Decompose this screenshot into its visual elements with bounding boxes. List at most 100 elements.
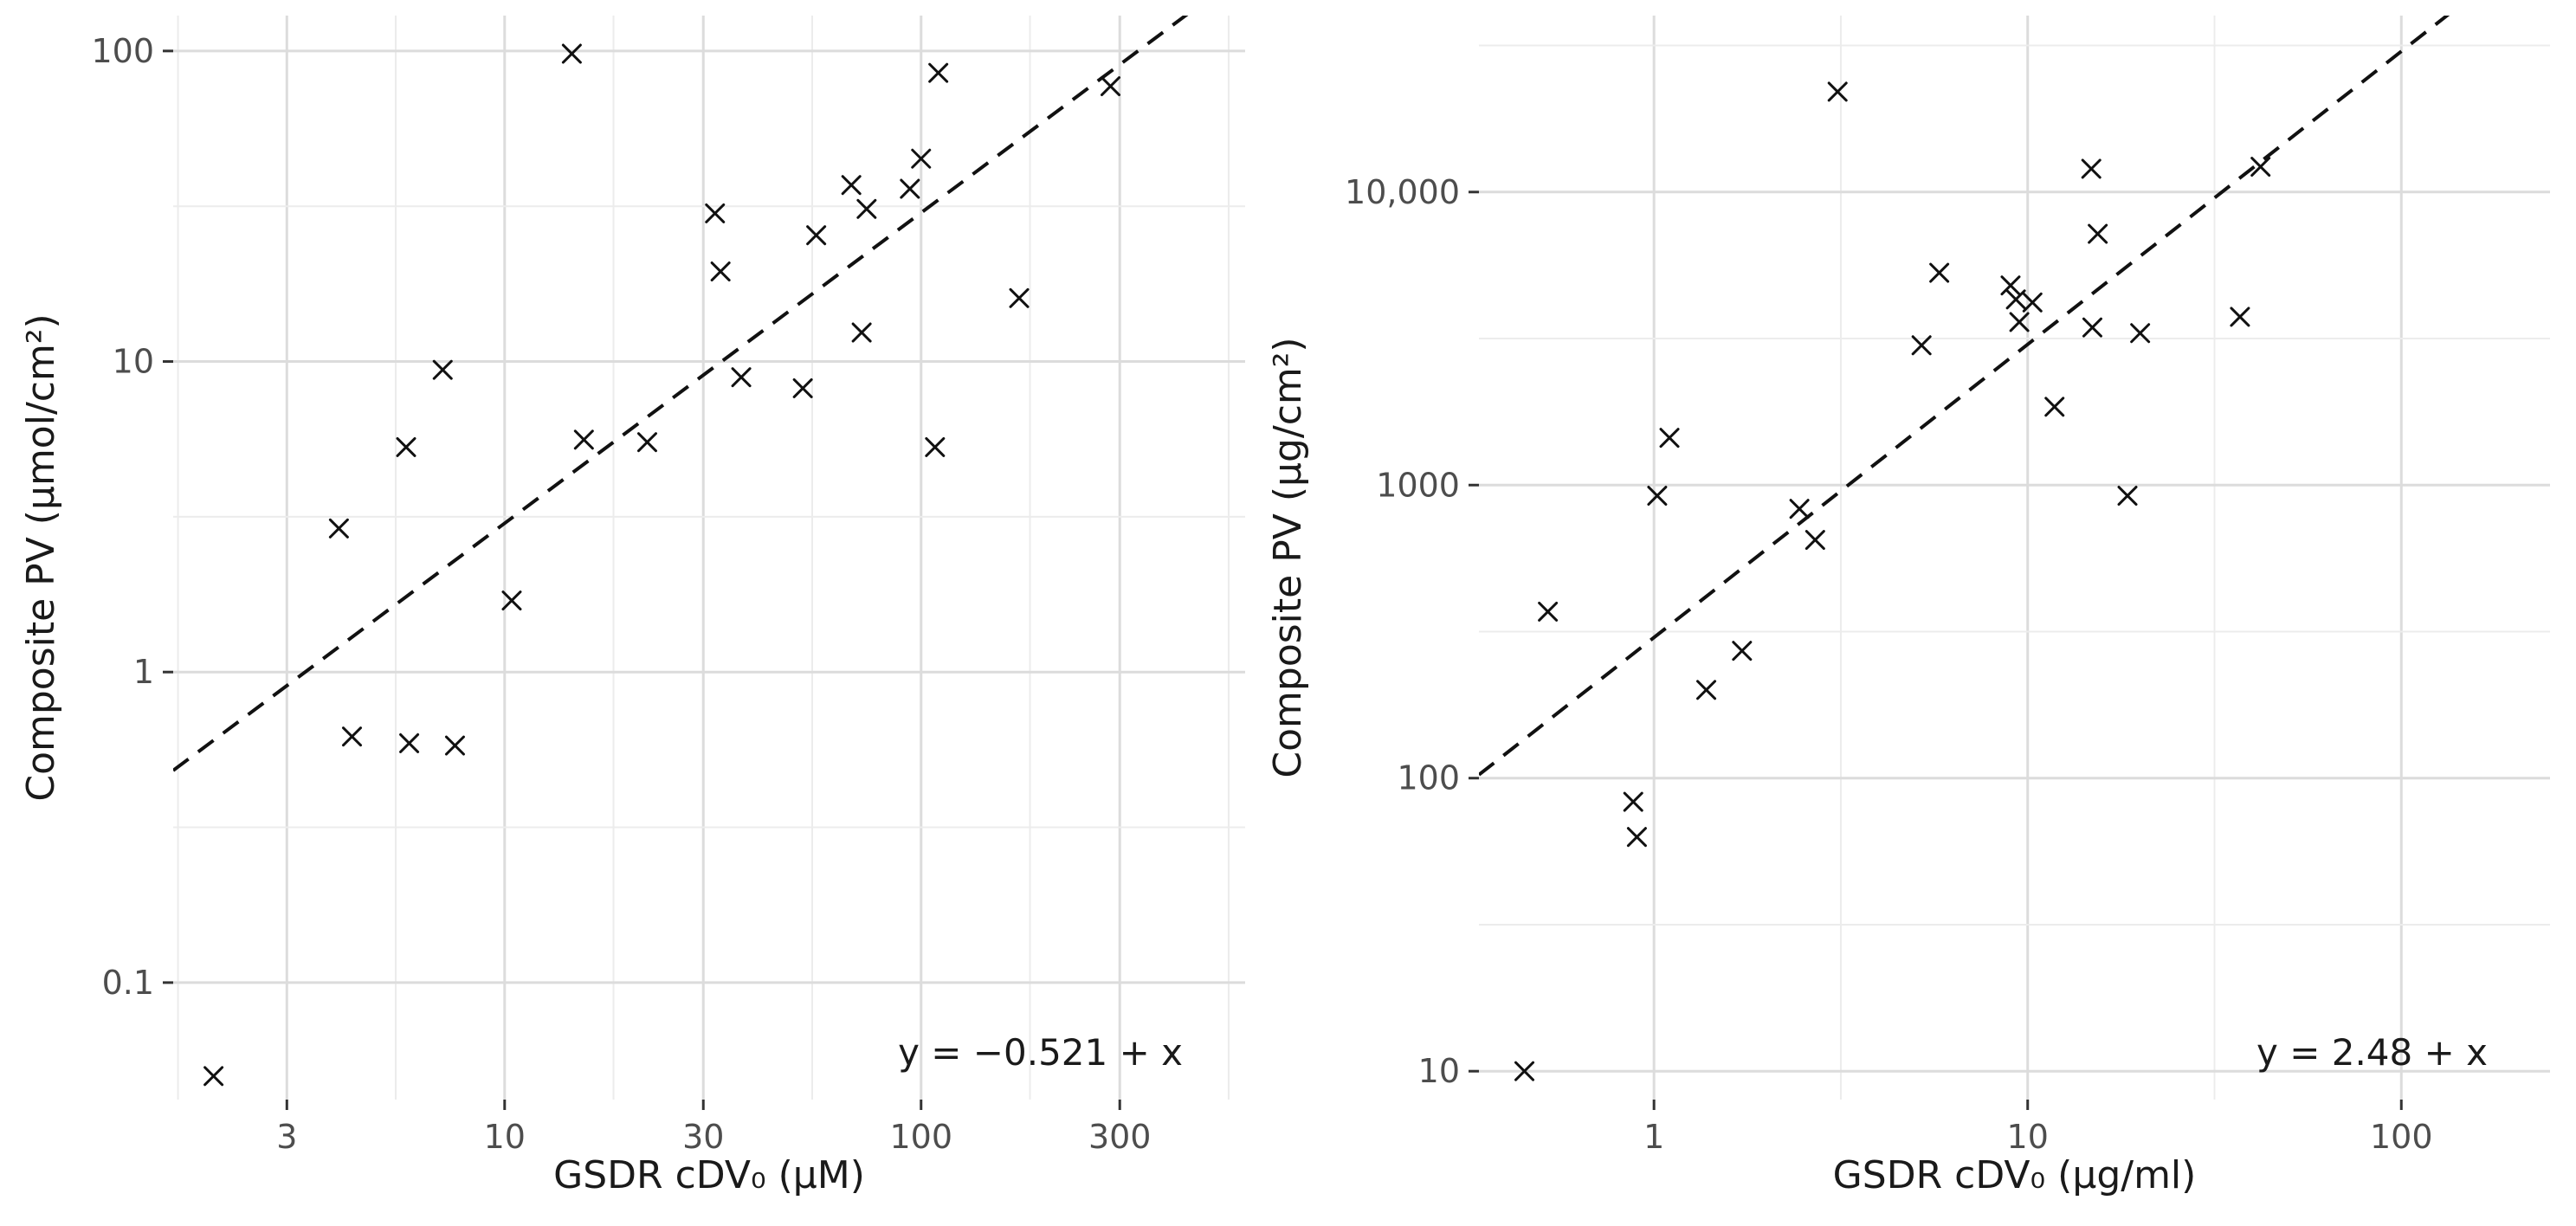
data-point-stroke-b [2250, 157, 2271, 177]
data-point [2009, 312, 2030, 332]
data-point [806, 225, 827, 246]
data-point-stroke-b [399, 732, 420, 753]
data-point-stroke-b [2000, 275, 2021, 296]
right-scatter-plot: 1 10 100 10 100 1000 10,000 GSDR cDV₀ (μg/ml) Co… [1266, 16, 2550, 1197]
data-point [1732, 641, 1753, 661]
data-point-stroke-b [841, 175, 862, 196]
equation-annotation: y = −0.521 + x [898, 1031, 1183, 1074]
data-point-stroke-b [432, 359, 453, 380]
y-tick-label: 0.1 [102, 964, 154, 1002]
data-point [561, 43, 582, 64]
data-point [2117, 486, 2138, 507]
grid [173, 16, 1245, 1100]
y-tick-label: 10 [113, 343, 154, 381]
data-point [1827, 81, 1848, 102]
data-point-stroke-b [1647, 486, 1668, 507]
data-point-stroke-b [2117, 486, 2138, 507]
fit-line-group [173, 16, 1189, 772]
data-point-stroke-b [2022, 292, 2043, 313]
left-scatter-plot: 3 10 30 100 300 0.1 1 10 100 GSDR cDV₀ (μM) Compos… [19, 16, 1245, 1197]
data-point-stroke-b [731, 367, 752, 388]
y-axis-title: Composite PV (μmol/cm²) [19, 313, 63, 801]
data-point [1626, 827, 1647, 848]
data-point [2022, 292, 2043, 313]
data-point [399, 732, 420, 753]
data-point [1659, 428, 1680, 448]
regression-line [1479, 16, 2450, 777]
data-point [328, 518, 349, 539]
data-point [2088, 223, 2108, 244]
data-point [501, 590, 522, 611]
data-point [432, 359, 453, 380]
data-point [2005, 289, 2026, 310]
x-tick-label: 100 [889, 1118, 952, 1156]
data-point [1911, 335, 1932, 356]
data-point [856, 198, 877, 219]
x-axis-title: GSDR cDV₀ (μg/ml) [1833, 1153, 2197, 1197]
data-point-stroke-b [444, 735, 465, 756]
y-tick-label: 10,000 [1345, 173, 1460, 211]
data-point-stroke-b [1538, 601, 1559, 622]
axes: 1 10 100 10 100 1000 10,000 GSDR cDV₀ (μg/ml) Co… [1266, 173, 2433, 1197]
data-point [1647, 486, 1668, 507]
data-point [1514, 1061, 1535, 1081]
data-point-stroke-b [1514, 1061, 1535, 1081]
data-point-stroke-b [705, 203, 726, 223]
data-point-stroke-b [900, 178, 920, 199]
data-point [841, 175, 862, 196]
data-point [925, 436, 946, 457]
data-point-stroke-b [328, 518, 349, 539]
data-point [1538, 601, 1559, 622]
y-tick-label: 10 [1418, 1052, 1460, 1090]
data-point-stroke-b [341, 726, 362, 747]
data-point-stroke-b [1911, 335, 1932, 356]
axes: 3 10 30 100 300 0.1 1 10 100 GSDR cDV₀ (μM) Compos… [19, 32, 1151, 1197]
data-point-stroke-b [2088, 223, 2108, 244]
data-point-stroke-b [928, 62, 949, 83]
data-point [203, 1066, 224, 1087]
data-point [444, 735, 465, 756]
data-point-stroke-b [2082, 317, 2102, 338]
data-point-stroke-b [1827, 81, 1848, 102]
data-point [396, 436, 416, 457]
data-point [1623, 791, 1643, 812]
fit-line-group [1479, 16, 2450, 777]
data-point-stroke-b [2081, 158, 2101, 179]
data-point [2000, 275, 2021, 296]
data-point-stroke-b [2044, 397, 2065, 417]
y-tick-label: 100 [1397, 759, 1460, 797]
data-point [2230, 306, 2250, 327]
data-point [573, 429, 594, 450]
data-point-stroke-b [2130, 323, 2151, 344]
data-point-stroke-b [573, 429, 594, 450]
data-point-stroke-b [710, 261, 731, 282]
data-point [900, 178, 920, 199]
y-tick-label: 1 [133, 653, 154, 691]
data-point [851, 322, 872, 343]
equation-annotation: y = 2.48 + x [2256, 1031, 2488, 1074]
data-point-stroke-b [396, 436, 416, 457]
data-point-stroke-b [851, 322, 872, 343]
data-point-stroke-b [2009, 312, 2030, 332]
data-point-stroke-b [561, 43, 582, 64]
y-tick-label: 1000 [1376, 466, 1460, 504]
data-point-stroke-b [911, 148, 932, 169]
x-tick-label: 10 [2007, 1118, 2049, 1156]
data-point [2044, 397, 2065, 417]
data-point-stroke-b [1732, 641, 1753, 661]
data-point-stroke-b [636, 432, 657, 453]
data-point-stroke-b [792, 377, 813, 398]
x-tick-label: 30 [682, 1118, 724, 1156]
points [203, 43, 1121, 1087]
data-point [1009, 287, 1030, 308]
data-point [2250, 157, 2271, 177]
data-point [731, 367, 752, 388]
data-point [341, 726, 362, 747]
data-point [792, 377, 813, 398]
data-point-stroke-b [856, 198, 877, 219]
data-point [1101, 76, 1121, 97]
data-point [636, 432, 657, 453]
data-point [2130, 323, 2151, 344]
data-point [2082, 317, 2102, 338]
